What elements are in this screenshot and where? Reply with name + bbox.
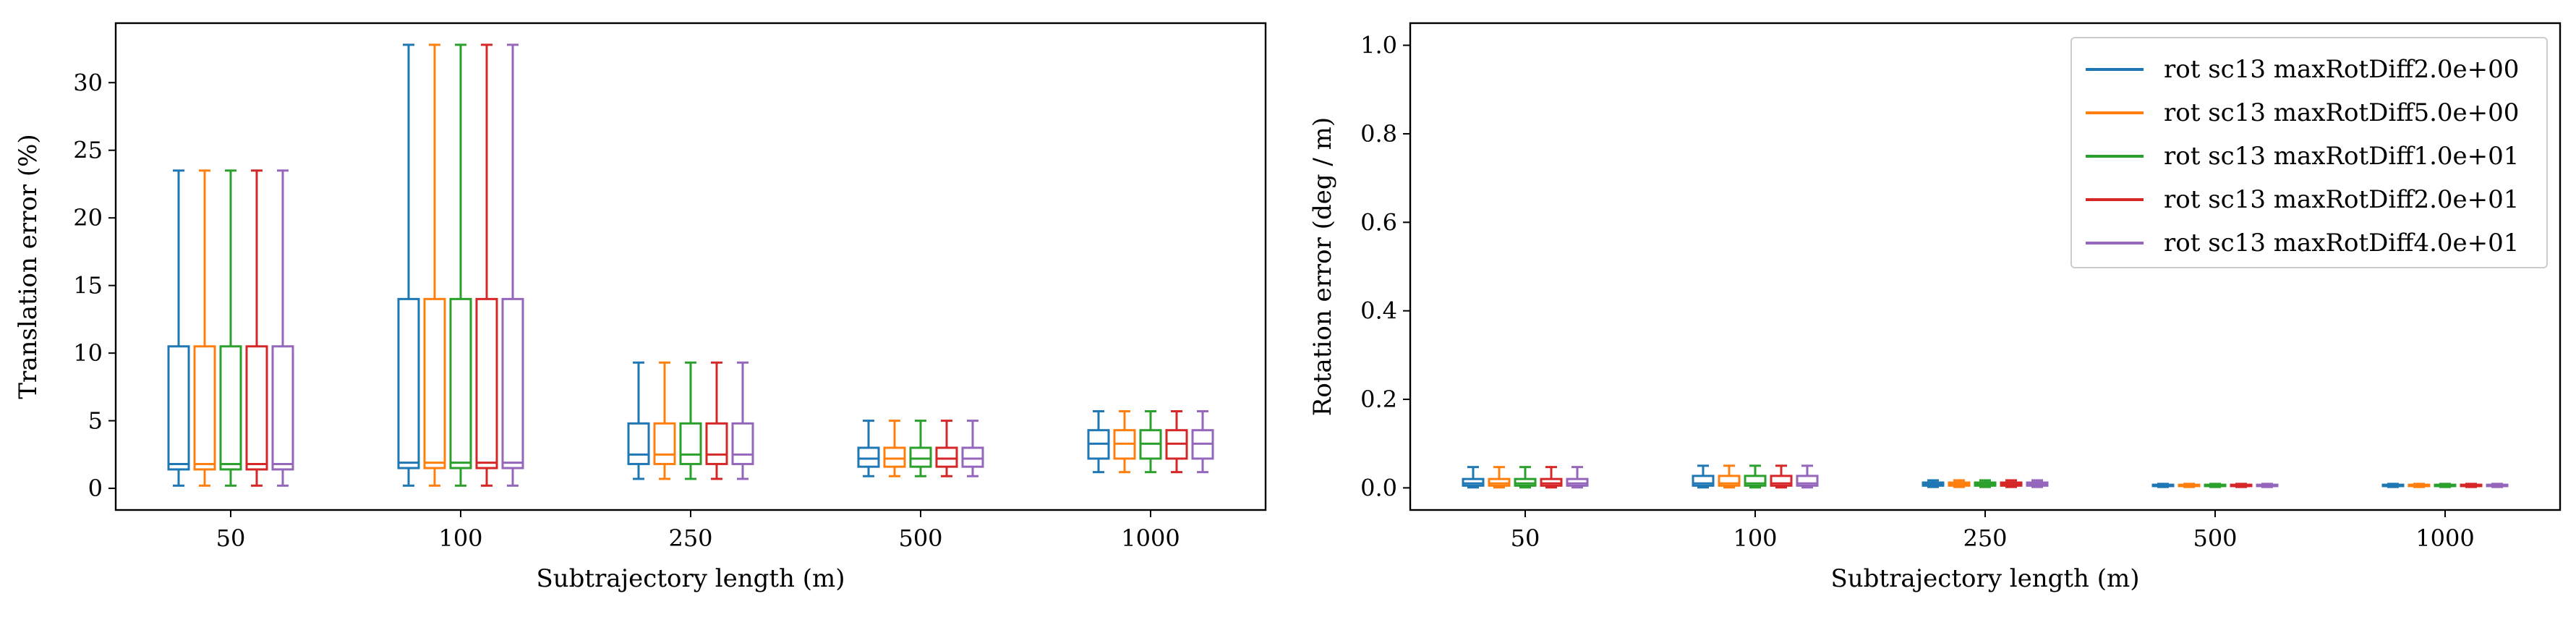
y-tick-label: 0.8	[1360, 120, 1397, 148]
legend: rot sc13 maxRotDiff2.0e+00 rot sc13 maxRo…	[2070, 37, 2548, 268]
translation-error-chart: 0 5 10 15 20 25 30 50 100 250 500 1000 Subtrajectory…	[14, 22, 1267, 593]
y-tick-label: 15	[73, 272, 103, 299]
x-tick-label: 100	[1733, 524, 1777, 552]
box-body	[1462, 477, 1485, 487]
series-group	[1462, 464, 2405, 489]
y-tick-label: 25	[73, 137, 103, 164]
box-body	[653, 422, 676, 465]
legend-label: rot sc13 maxRotDiff1.0e+01	[2164, 142, 2519, 171]
box-body	[219, 345, 242, 471]
box-body	[271, 345, 294, 471]
x-tick-label: 100	[438, 524, 482, 552]
series-group	[219, 43, 1162, 487]
box-body	[1514, 477, 1537, 487]
x-axis-label: Subtrajectory length (m)	[1830, 564, 2139, 593]
box-body	[1488, 477, 1511, 487]
y-tick-label: 0.4	[1360, 297, 1397, 325]
series-group	[167, 43, 1110, 487]
box-body	[245, 345, 268, 471]
box-body	[423, 297, 446, 469]
y-axis-label: Rotation error (deg / m)	[1308, 117, 1337, 416]
series-group	[1488, 464, 2431, 489]
box-body	[705, 422, 728, 465]
box-body	[1566, 477, 1589, 487]
box-body	[883, 446, 906, 468]
box-body	[167, 345, 190, 471]
box-body	[501, 297, 524, 469]
x-tick-label: 250	[1963, 524, 2007, 552]
box-body	[475, 297, 498, 469]
x-tick-label: 1000	[2415, 524, 2474, 552]
x-tick-label: 500	[898, 524, 942, 552]
y-tick-label: 30	[73, 69, 103, 96]
box-body	[731, 422, 754, 465]
rotation-error-chart: 0.0 0.2 0.4 0.6 0.8 1.0 50 100 250 500 1000 Subtraj…	[1308, 22, 2562, 593]
box-body	[397, 297, 420, 469]
series-group	[1540, 464, 2483, 489]
y-tick-label: 1.0	[1360, 32, 1397, 59]
y-tick-label: 20	[73, 204, 103, 231]
y-tick-label: 0.2	[1360, 386, 1397, 413]
box-body	[961, 446, 984, 468]
box-body	[193, 345, 216, 471]
y-tick-label: 10	[73, 339, 103, 367]
x-tick-label: 500	[2193, 524, 2237, 552]
y-tick-label: 0.6	[1360, 208, 1397, 236]
box-body	[627, 422, 650, 465]
y-axis-label: Translation error (%)	[14, 134, 43, 399]
box-body	[909, 446, 932, 468]
series-group	[1566, 464, 2509, 489]
box-body	[1540, 477, 1563, 487]
series-group	[193, 43, 1136, 487]
x-tick-label: 1000	[1121, 524, 1180, 552]
box-body	[679, 422, 702, 465]
series-group	[245, 43, 1188, 487]
legend-frame	[2070, 37, 2548, 268]
series-group	[271, 43, 1214, 487]
box-body	[857, 446, 880, 468]
legend-label: rot sc13 maxRotDiff2.0e+01	[2164, 185, 2519, 214]
legend-label: rot sc13 maxRotDiff5.0e+00	[2164, 98, 2519, 127]
legend-label: rot sc13 maxRotDiff2.0e+00	[2164, 55, 2519, 84]
y-tick-label: 0	[88, 475, 103, 502]
x-axis-label: Subtrajectory length (m)	[536, 564, 845, 593]
box-body	[449, 297, 472, 469]
y-tick-label: 0.0	[1360, 474, 1397, 501]
box-body	[935, 446, 958, 468]
y-tick-label: 5	[88, 407, 103, 435]
series-group	[1514, 464, 2457, 489]
legend-label: rot sc13 maxRotDiff4.0e+01	[2164, 229, 2519, 258]
x-tick-label: 250	[668, 524, 712, 552]
x-tick-label: 50	[1511, 524, 1540, 552]
x-tick-label: 50	[216, 524, 246, 552]
